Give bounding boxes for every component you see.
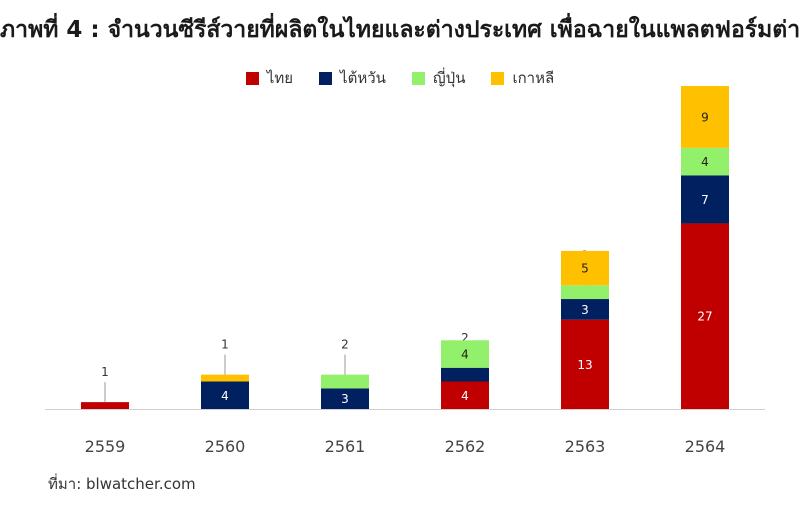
data-label-taiwan-2563: 3: [581, 303, 589, 317]
legend-swatch-korea: [491, 71, 505, 85]
x-tick-label-2563: 2563: [565, 437, 606, 456]
data-label-japan-2562: 4: [461, 348, 469, 362]
bar-japan-2563: [561, 285, 609, 300]
data-label-thai-2563: 13: [577, 358, 592, 372]
bar-japan-2562: [441, 340, 489, 368]
legend-swatch-japan: [411, 71, 425, 85]
legend-label-japan: ญี่ปุ่น: [432, 69, 466, 87]
data-label-taiwan-2560: 4: [221, 389, 229, 403]
data-label-japan-2561: 2: [341, 338, 349, 352]
bar-taiwan-2563: [561, 299, 609, 320]
data-label-korea-2560: 1: [221, 338, 229, 352]
bar-taiwan-2560: [201, 381, 249, 409]
data-label-japan-2564: 4: [701, 155, 709, 169]
data-label-thai-2564: 27: [697, 310, 712, 324]
x-tick-label-2562: 2562: [445, 437, 486, 456]
data-label-taiwan-2561: 3: [341, 392, 349, 406]
bar-taiwan-2562: [441, 367, 489, 382]
legend-item-taiwan: ไต้หวัน: [319, 66, 386, 90]
bar-japan-2561: [321, 374, 369, 389]
legend-label-korea: เกาหลี: [512, 69, 555, 87]
legend: ไทย ไต้หวัน ญี่ปุ่น เกาหลี: [0, 66, 800, 90]
bar-taiwan-2561: [321, 388, 369, 409]
bar-thai-2559: [81, 402, 129, 409]
legend-swatch-taiwan: [319, 71, 333, 85]
x-tick-label-2564: 2564: [685, 437, 726, 456]
legend-label-taiwan: ไต้หวัน: [340, 69, 386, 87]
bar-korea-2564: [681, 86, 729, 148]
x-tick-label-2560: 2560: [205, 437, 246, 456]
bar-korea-2563: [561, 250, 609, 286]
chart-title: ภาพที่ 4 : จำนวนซีรีส์วายที่ผลิตในไทยและ…: [0, 17, 800, 43]
legend-label-thai: ไทย: [266, 69, 294, 87]
bar-thai-2564: [681, 223, 729, 409]
legend-item-korea: เกาหลี: [491, 66, 554, 90]
bar-korea-2560: [201, 374, 249, 382]
legend-swatch-thai: [245, 71, 259, 85]
data-label-thai-2559: 1: [101, 365, 109, 379]
x-tick-label-2561: 2561: [325, 437, 366, 456]
data-label-taiwan-2564: 7: [701, 193, 709, 207]
data-label-taiwan-2562: 2: [461, 331, 469, 345]
bar-thai-2563: [561, 319, 609, 409]
bar-taiwan-2564: [681, 175, 729, 224]
source-note: ที่มา: blwatcher.com: [48, 475, 196, 493]
data-label-korea-2564: 9: [701, 110, 709, 124]
legend-item-japan: ญี่ปุ่น: [411, 66, 466, 90]
bar-thai-2562: [441, 381, 489, 409]
x-tick-label-2559: 2559: [85, 437, 126, 456]
data-label-korea-2563: 5: [581, 262, 589, 276]
bar-japan-2564: [681, 147, 729, 176]
data-label-thai-2562: 4: [461, 389, 469, 403]
legend-item-thai: ไทย: [245, 66, 294, 90]
